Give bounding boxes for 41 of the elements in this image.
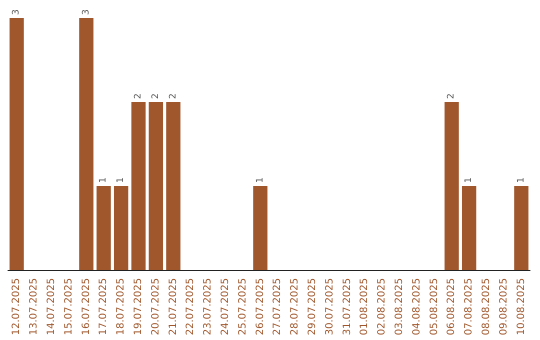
x-tick-label: 15.07.2025 <box>63 278 74 336</box>
data-label: 2 <box>150 93 161 99</box>
data-label: 3 <box>81 9 92 15</box>
x-tick-label: 16.07.2025 <box>80 278 92 336</box>
data-label: 1 <box>255 177 266 183</box>
data-label: 1 <box>98 177 109 183</box>
x-tick-label: 25.07.2025 <box>237 278 248 336</box>
x-tick-label: 08.08.2025 <box>481 278 492 336</box>
x-tick-label: 06.08.2025 <box>446 278 458 336</box>
data-label: 1 <box>116 177 126 183</box>
data-label: 1 <box>464 177 474 183</box>
x-tick-label: 12.07.2025 <box>11 278 22 336</box>
x-tick-label: 24.07.2025 <box>220 278 231 336</box>
x-tick-label: 28.07.2025 <box>290 278 301 336</box>
x-tick-label: 14.07.2025 <box>46 278 57 336</box>
x-tick-label: 04.08.2025 <box>411 278 422 336</box>
x-tick-label: 01.08.2025 <box>359 278 370 336</box>
x-tick-label: 02.08.2025 <box>376 278 388 336</box>
x-tick-label: 26.07.2025 <box>254 278 266 336</box>
data-label: 3 <box>12 9 22 15</box>
data-label: 1 <box>516 177 526 183</box>
x-tick-label: 23.07.2025 <box>202 278 214 336</box>
data-label: 2 <box>446 93 457 99</box>
x-tick-label: 27.07.2025 <box>272 278 284 336</box>
data-label: 2 <box>134 93 144 99</box>
x-tick-label: 17.07.2025 <box>98 278 110 336</box>
x-tick-label: 10.08.2025 <box>516 278 527 336</box>
x-tick-label: 18.07.2025 <box>116 278 127 336</box>
data-label: 2 <box>168 93 178 99</box>
x-tick-label: 03.08.2025 <box>394 278 405 336</box>
x-tick-label: 19.07.2025 <box>133 278 144 336</box>
x-tick-label: 31.07.2025 <box>342 278 353 336</box>
x-tick-label: 05.08.2025 <box>428 278 440 336</box>
x-tick-label: 07.08.2025 <box>464 278 475 336</box>
x-tick-label: 22.07.2025 <box>185 278 196 336</box>
x-tick-label: 30.07.2025 <box>324 278 336 336</box>
x-tick-label: 13.07.2025 <box>28 278 40 336</box>
x-tick-label: 20.07.2025 <box>150 278 162 336</box>
x-tick-label: 09.08.2025 <box>498 278 510 336</box>
x-tick-label: 21.07.2025 <box>168 278 179 336</box>
x-tick-label: 29.07.2025 <box>307 278 318 336</box>
